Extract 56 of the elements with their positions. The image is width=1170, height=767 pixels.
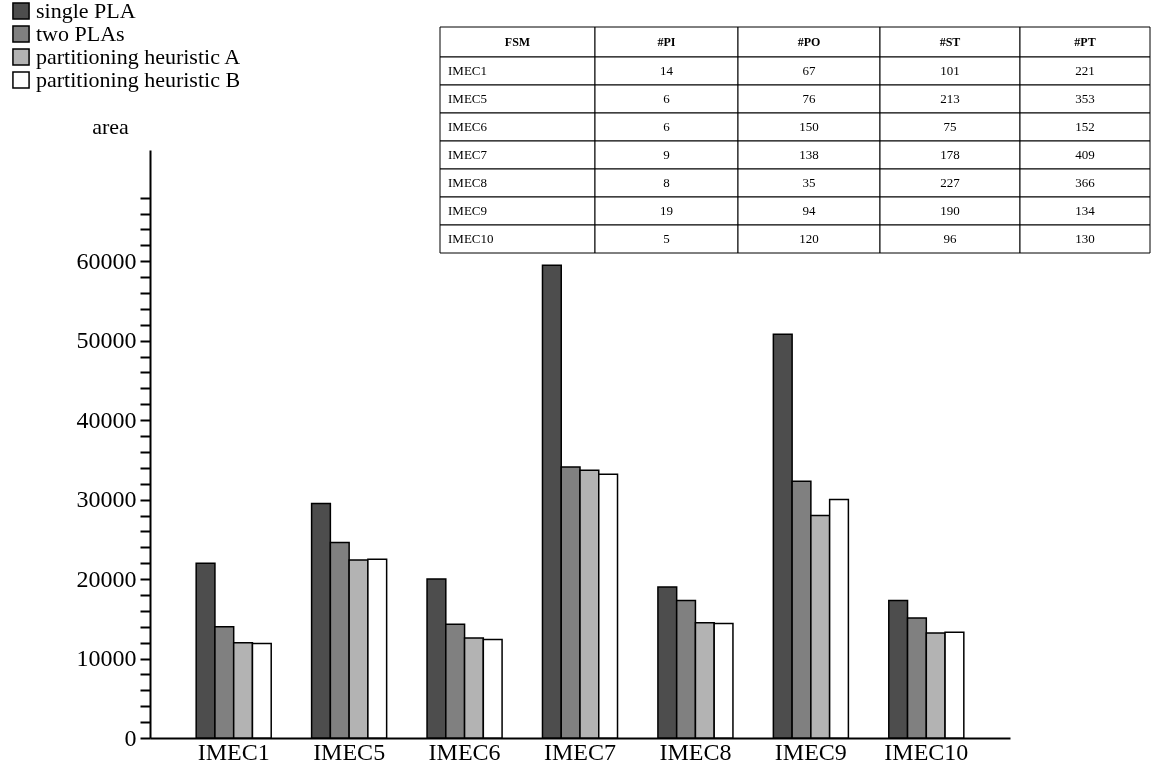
data-label: 19: [660, 203, 673, 218]
data-label: 409: [1075, 147, 1095, 162]
y-axis-title: area: [92, 113, 130, 139]
x-tick-label: IMEC8: [659, 738, 732, 765]
x-tick-label: IMEC9: [774, 738, 847, 765]
data-label: 5: [663, 231, 670, 246]
x-tick-label: #PO: [797, 35, 821, 49]
y-tick-label: IMEC7: [448, 147, 488, 162]
y-tick-label: 0: [124, 724, 137, 751]
x-tick-label: #ST: [939, 35, 961, 49]
y-tick-label: 60000: [76, 247, 137, 274]
data-label: 213: [940, 91, 960, 106]
x-tick-label: IMEC5: [313, 738, 386, 765]
y-tick-label: IMEC1: [448, 63, 487, 78]
data-label: 35: [802, 175, 816, 190]
x-tick-label: #PI: [657, 35, 676, 49]
y-tick-label: IMEC8: [448, 175, 487, 190]
x-tick-label: IMEC1: [197, 738, 270, 765]
data-label: 190: [940, 203, 960, 218]
data-label: 6: [663, 119, 671, 134]
data-label: 120: [799, 231, 819, 246]
data-label: 96: [943, 231, 957, 246]
y-tick-label: 10000: [76, 645, 137, 672]
data-label: 8: [663, 175, 670, 190]
data-label: 178: [940, 147, 960, 162]
data-label: 138: [799, 147, 819, 162]
y-axis-title: FSM: [504, 35, 531, 49]
data-label: 134: [1075, 203, 1096, 218]
data-label: 130: [1075, 231, 1095, 246]
x-tick-label: IMEC7: [544, 738, 616, 765]
data-label: 76: [802, 91, 816, 106]
data-label: 150: [799, 119, 819, 134]
data-label: 227: [940, 175, 961, 190]
y-tick-label: IMEC10: [448, 231, 494, 246]
data-label: 94: [802, 203, 816, 218]
data-label: 9: [663, 147, 670, 162]
y-tick-label: IMEC5: [448, 91, 487, 106]
legend-label: partitioning heuristic A: [36, 44, 241, 69]
data-label: 221: [1075, 63, 1095, 78]
y-tick-label: IMEC9: [448, 203, 487, 218]
data-label: 366: [1075, 175, 1096, 190]
data-label: 6: [663, 91, 671, 106]
y-tick-label: 40000: [76, 406, 137, 433]
y-tick-label: 50000: [76, 327, 137, 354]
data-label: 67: [802, 63, 816, 78]
y-tick-label: IMEC6: [448, 119, 488, 134]
data-label: 152: [1075, 119, 1095, 134]
y-tick-label: 20000: [76, 565, 137, 592]
data-label: 75: [943, 119, 957, 134]
x-tick-label: IMEC10: [884, 738, 969, 765]
x-tick-label: #PT: [1074, 35, 1096, 49]
data-label: 14: [660, 63, 674, 78]
data-label: 101: [940, 63, 960, 78]
legend-label: single PLA: [36, 0, 136, 23]
data-label: 353: [1075, 91, 1095, 106]
y-tick-label: 30000: [76, 486, 137, 513]
